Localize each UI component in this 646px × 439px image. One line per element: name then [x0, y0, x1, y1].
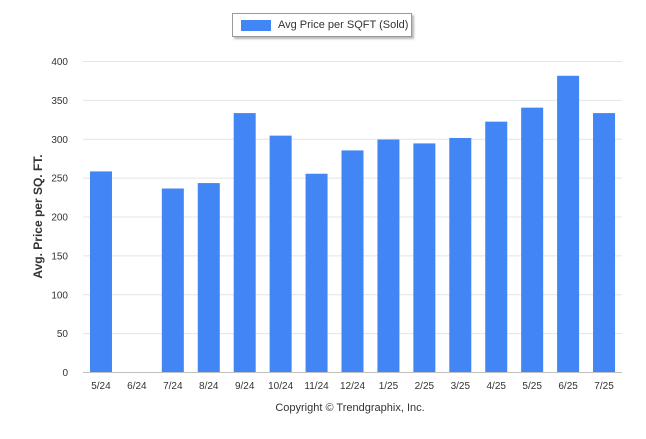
bar: [377, 139, 400, 372]
y-tick-label: 200: [51, 213, 68, 224]
y-tick-label: 400: [51, 57, 68, 68]
bar: [521, 107, 544, 373]
x-tick-label: 1/25: [379, 381, 399, 392]
bar: [233, 113, 256, 372]
y-axis-title: Avg. Price per SQ. FT.: [31, 154, 45, 278]
x-tick-label: 6/25: [558, 381, 578, 392]
x-tick-label: 8/24: [199, 381, 219, 392]
bar: [197, 183, 220, 372]
x-tick-label: 11/24: [304, 381, 329, 392]
y-tick-label: 0: [62, 368, 68, 379]
bar: [161, 188, 184, 372]
bar: [593, 113, 616, 372]
y-tick-label: 250: [51, 174, 68, 185]
x-tick-label: 5/24: [91, 381, 111, 392]
y-tick-label: 100: [51, 290, 68, 301]
y-tick-label: 50: [57, 329, 69, 340]
x-tick-label: 3/25: [451, 381, 471, 392]
y-tick-label: 350: [51, 96, 68, 107]
x-tick-label: 10/24: [268, 381, 293, 392]
y-tick-label: 150: [51, 251, 68, 262]
legend-swatch: [241, 19, 271, 31]
bar: [485, 121, 508, 373]
x-tick-label: 12/24: [340, 381, 365, 392]
x-tick-label: 9/24: [235, 381, 255, 392]
x-tick-label: 7/24: [163, 381, 183, 392]
bar: [305, 173, 328, 372]
x-tick-label: 5/25: [522, 381, 542, 392]
x-tick-label: 2/25: [415, 381, 435, 392]
x-tick-label: 7/25: [594, 381, 614, 392]
bar: [557, 75, 580, 373]
x-tick-label: 6/24: [127, 381, 147, 392]
x-tick-label: 4/25: [486, 381, 506, 392]
bar: [89, 171, 112, 372]
bar: [413, 143, 436, 372]
legend: Avg Price per SQFT (Sold): [232, 13, 412, 37]
bar: [341, 150, 364, 372]
copyright-text: Copyright © Trendgraphix, Inc.: [275, 402, 425, 414]
bar: [449, 137, 472, 372]
bar: [269, 135, 292, 372]
legend-label: Avg Price per SQFT (Sold): [278, 19, 409, 31]
y-tick-label: 300: [51, 135, 68, 146]
